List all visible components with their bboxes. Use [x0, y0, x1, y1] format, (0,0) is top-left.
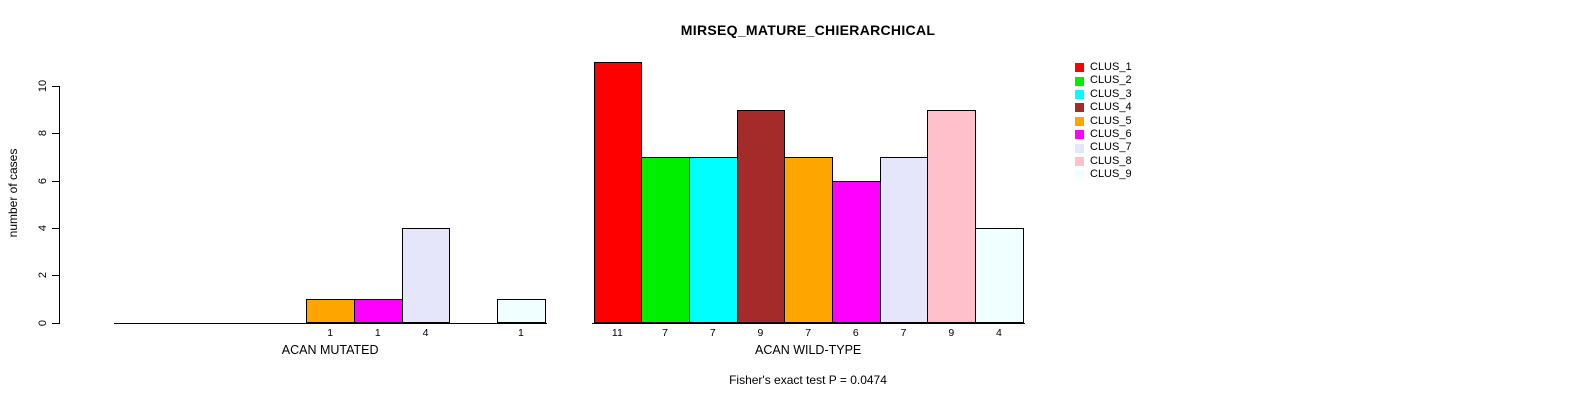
legend-swatch-icon	[1075, 130, 1084, 140]
bar-value-label: 1	[374, 327, 381, 339]
legend-item: CLUS_2	[1075, 74, 1132, 87]
legend-swatch-icon	[1075, 143, 1084, 153]
y-tick-label: 10	[37, 79, 49, 93]
bar-value-label: 1	[518, 327, 524, 339]
bar-clus_7-mutated	[401, 227, 451, 324]
fisher-test-annotation: Fisher's exact test P = 0.0474	[729, 373, 887, 387]
y-tick	[52, 180, 59, 182]
legend-item: CLUS_1	[1075, 61, 1132, 74]
bar-clus_4-wildtype	[736, 109, 786, 324]
y-tick	[52, 86, 59, 87]
legend-item: CLUS_9	[1075, 168, 1132, 181]
bar-value-label: 7	[662, 327, 668, 339]
legend-label: CLUS_7	[1090, 141, 1132, 154]
y-tick	[52, 275, 59, 277]
bar-clus_6-wildtype	[832, 180, 881, 324]
legend-label: CLUS_1	[1090, 61, 1132, 73]
bar-value-label: 9	[948, 327, 955, 339]
legend-label: CLUS_2	[1090, 74, 1132, 87]
bar-clus_1-wildtype	[593, 62, 643, 324]
legend-label: CLUS_6	[1090, 127, 1132, 140]
y-axis-title: number of cases	[6, 148, 20, 238]
legend: CLUS_1 CLUS_2 CLUS_3 CLUS_4 CLUS_5 CLUS_6 CLUS…	[1075, 61, 1132, 182]
bar-value-label: 7	[805, 327, 812, 339]
bar-value-label: 4	[996, 327, 1002, 339]
bar-clus_3-wildtype	[688, 156, 738, 324]
legend-label: CLUS_8	[1090, 154, 1132, 167]
bar-clus_5-mutated	[306, 298, 355, 324]
legend-label: CLUS_5	[1090, 114, 1132, 127]
legend-swatch-icon	[1075, 63, 1084, 73]
group-label-acan-mutated: ACAN MUTATED	[281, 343, 379, 357]
bar-value-label: 1	[327, 327, 334, 339]
legend-item: CLUS_8	[1075, 155, 1132, 168]
legend-label: CLUS_9	[1090, 168, 1132, 181]
bar-value-label: 7	[900, 327, 907, 339]
legend-swatch-icon	[1075, 103, 1084, 113]
bar-clus_6-mutated	[354, 298, 403, 324]
bar-clus_9-wildtype	[975, 227, 1024, 324]
bar-clus_7-wildtype	[879, 156, 929, 324]
y-tick-label: 0	[37, 319, 49, 326]
legend-swatch-icon	[1075, 116, 1084, 126]
legend-swatch-icon	[1075, 170, 1084, 180]
bar-value-label: 6	[852, 327, 859, 339]
bar-clus_2-wildtype	[641, 156, 690, 324]
y-tick	[52, 322, 59, 324]
y-tick	[52, 133, 59, 135]
chart-title: MIRSEQ_MATURE_CHIERARCHICAL	[680, 22, 936, 38]
y-tick-label: 4	[37, 224, 49, 231]
bar-value-label: 9	[757, 327, 764, 339]
bar-value-label: 7	[709, 327, 716, 339]
legend-swatch-icon	[1075, 89, 1084, 99]
legend-item: CLUS_7	[1075, 141, 1132, 154]
bar-clus_8-wildtype	[927, 109, 977, 324]
y-tick	[52, 227, 59, 229]
bar-value-label: 4	[422, 327, 429, 339]
legend-label: CLUS_3	[1090, 87, 1132, 100]
legend-item: CLUS_6	[1075, 128, 1132, 141]
legend-swatch-icon	[1075, 156, 1084, 166]
y-axis-line	[59, 86, 60, 324]
y-tick-label: 6	[37, 177, 49, 184]
bar-clus_5-wildtype	[784, 156, 833, 324]
y-tick-label: 8	[37, 130, 49, 137]
bar-clus_9-mutated	[497, 298, 546, 324]
legend-item: CLUS_5	[1075, 115, 1132, 128]
legend-label: CLUS_4	[1090, 101, 1132, 114]
bar-value-label: 11	[611, 327, 623, 339]
y-tick-label: 2	[37, 272, 49, 279]
legend-item: CLUS_3	[1075, 88, 1132, 101]
legend-swatch-icon	[1075, 76, 1084, 86]
legend-item: CLUS_4	[1075, 101, 1132, 114]
group-label-acan-wild-type: ACAN WILD-TYPE	[755, 343, 862, 357]
